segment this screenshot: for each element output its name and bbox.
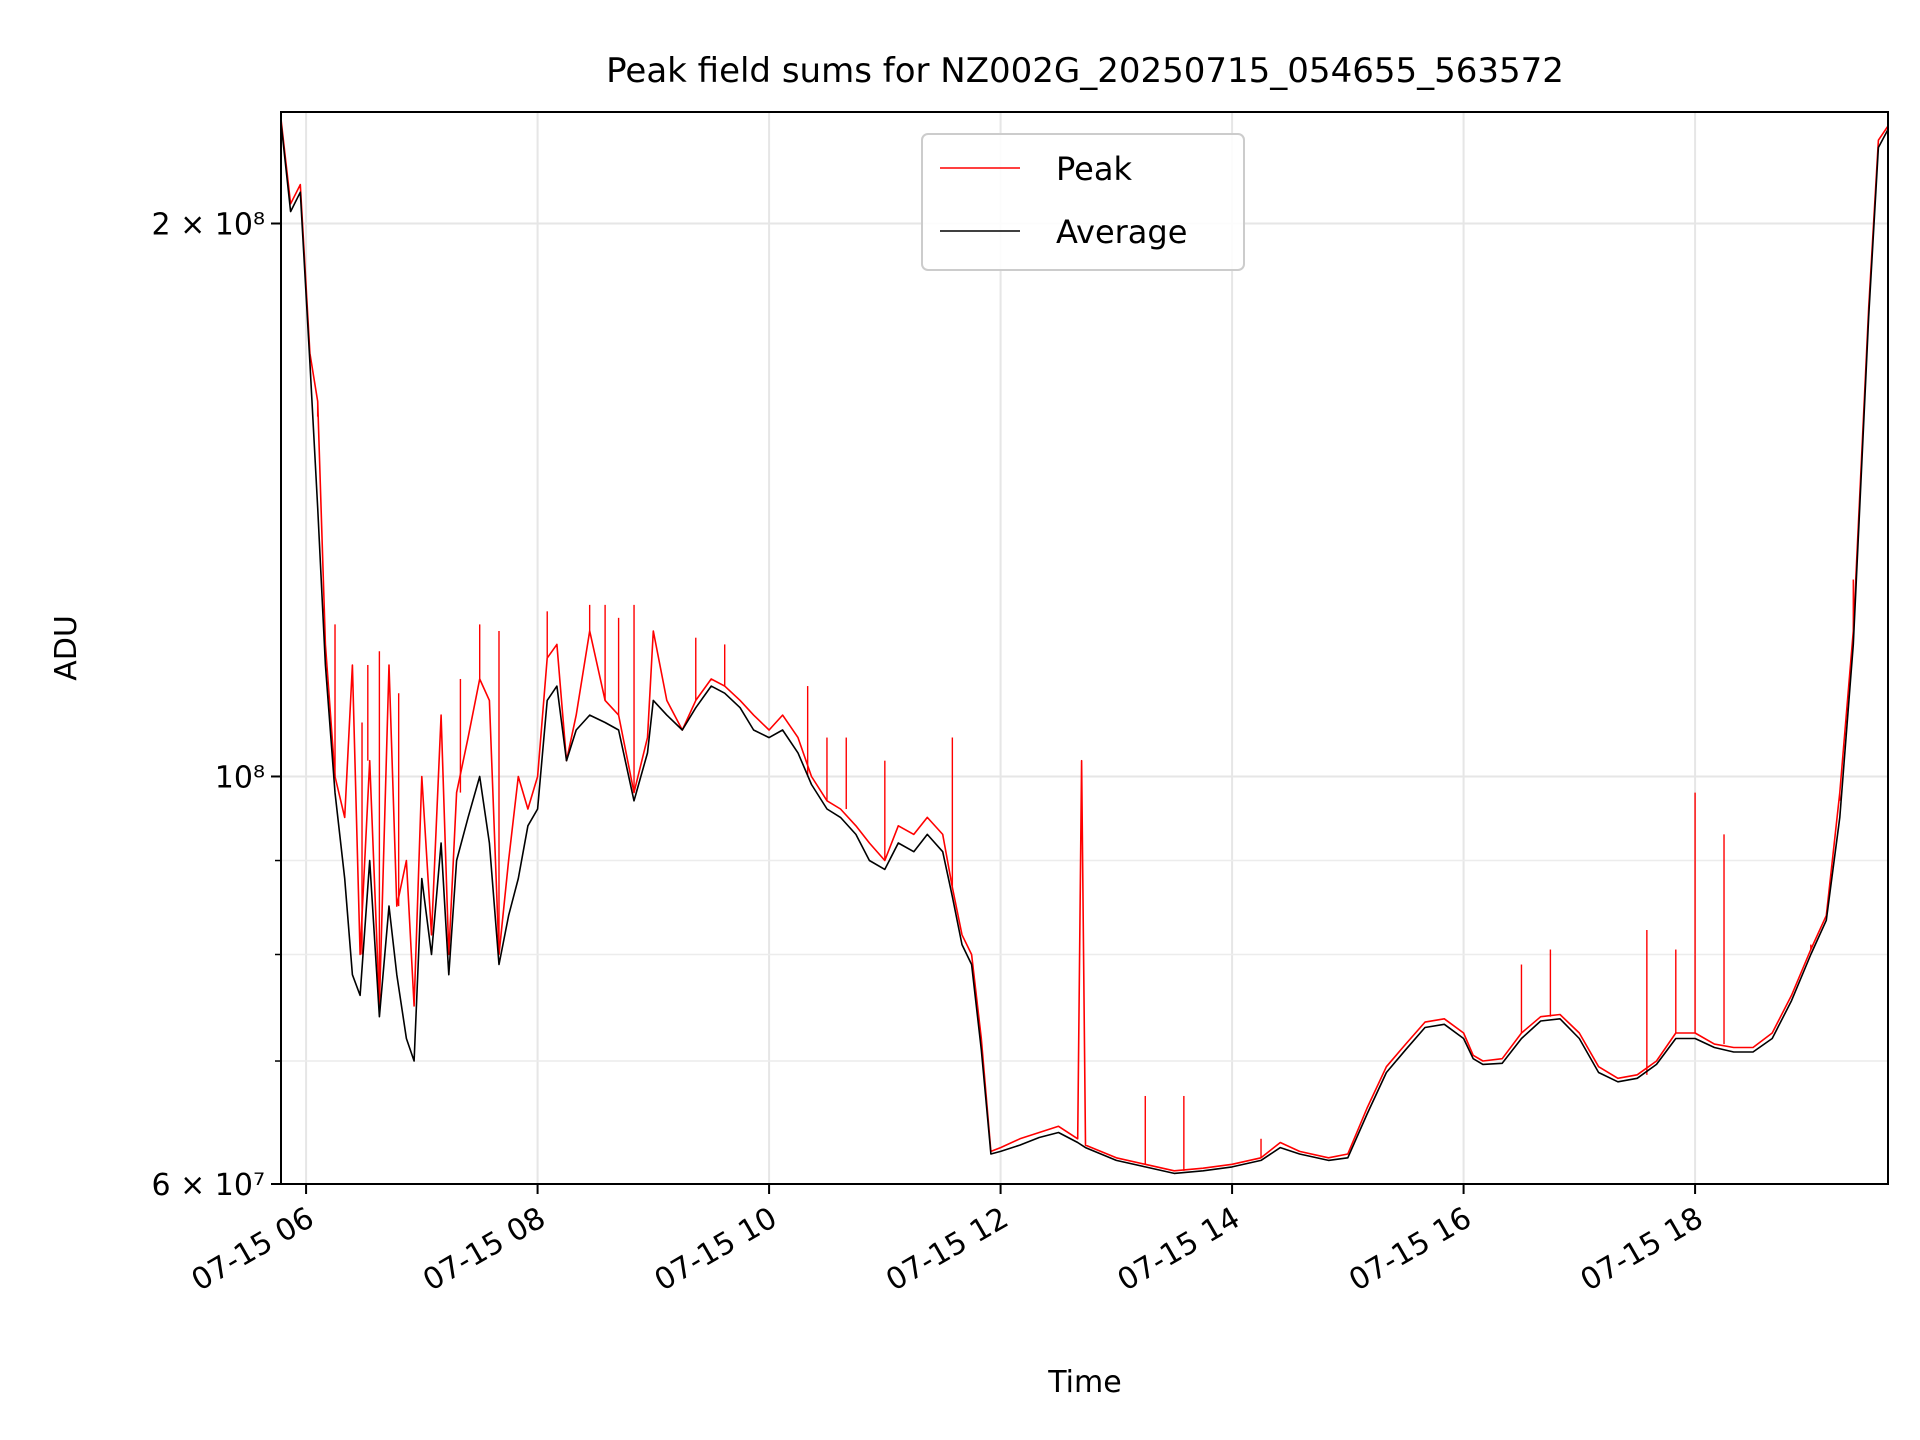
legend-label-average: Average	[1056, 213, 1187, 251]
y-axis-label: ADU	[49, 615, 84, 681]
legend-label-peak: Peak	[1056, 150, 1132, 188]
series-line-peak	[280, 118, 1889, 1172]
legend: Peak Average	[921, 133, 1245, 271]
y-tick-label: 2 × 10⁸	[152, 207, 266, 242]
x-axis-label: Time	[1047, 1365, 1121, 1400]
y-axis: 6 × 10⁷ 10⁸ 2 × 10⁸	[152, 207, 281, 1203]
series-line-average	[280, 122, 1889, 1175]
y-tick-label: 6 × 10⁷	[152, 1168, 266, 1203]
plot-frame	[280, 111, 1889, 1185]
chart-title: Peak field sums for NZ002G_20250715_0546…	[606, 51, 1564, 91]
plot-area	[280, 118, 1889, 1175]
y-tick-label: 10⁸	[215, 760, 265, 795]
